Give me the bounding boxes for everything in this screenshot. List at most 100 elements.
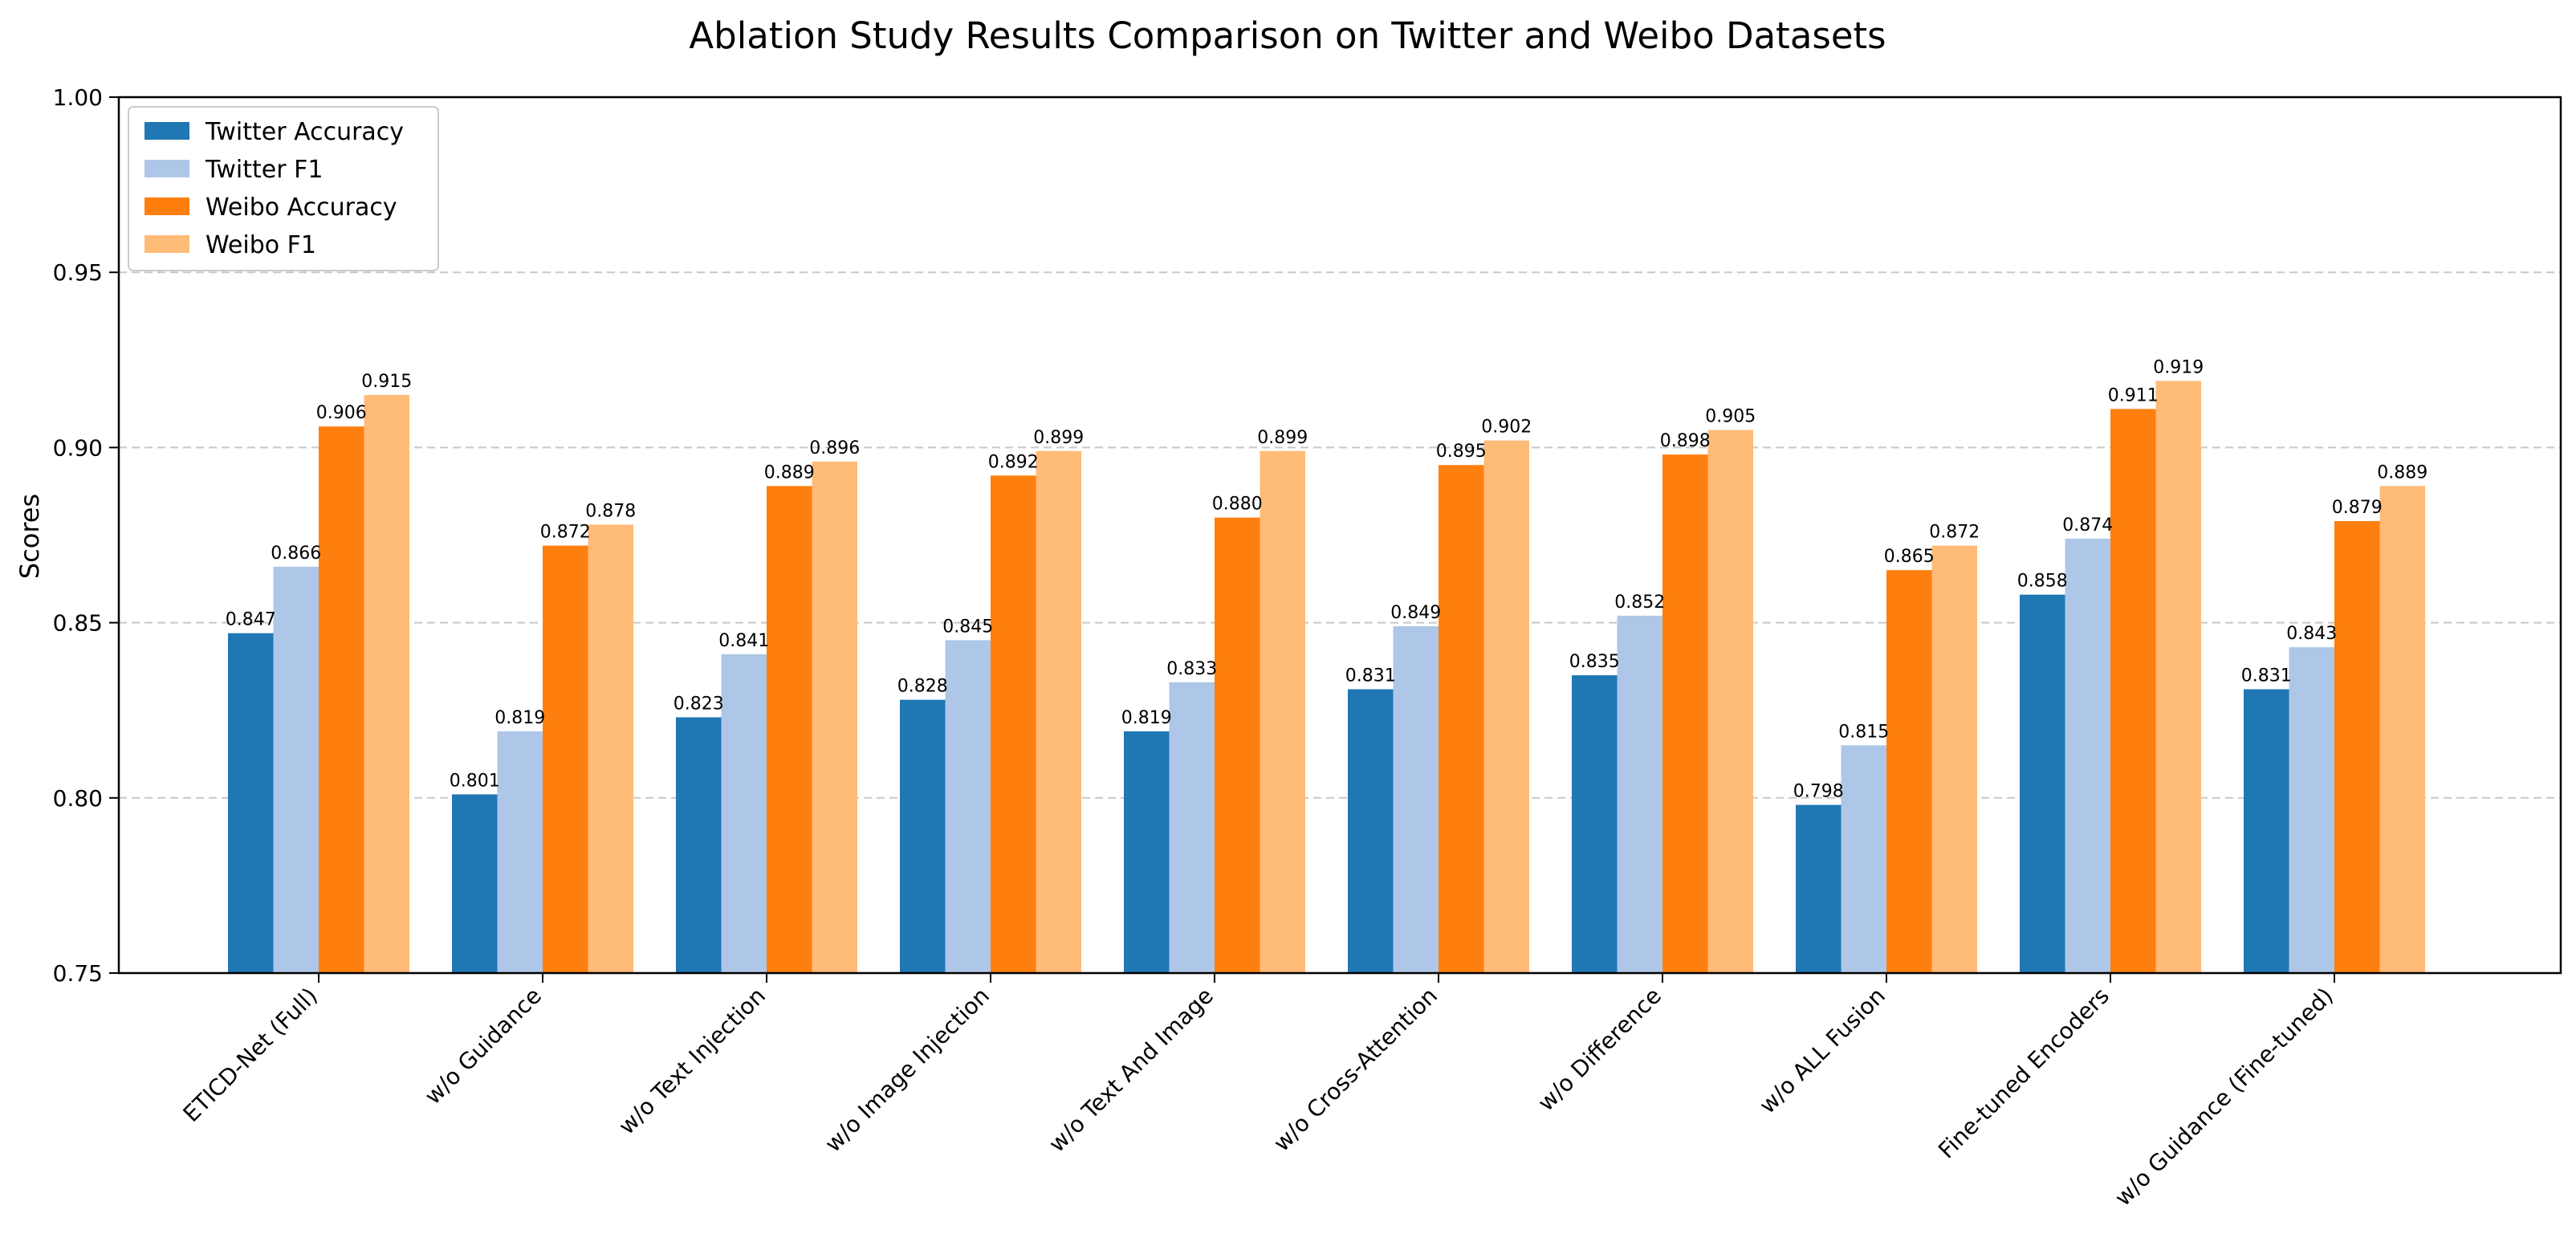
bar-value-label: 0.880 — [1212, 495, 1263, 515]
bar — [2020, 594, 2065, 973]
legend-label: Twitter Accuracy — [205, 118, 404, 146]
bar-value-label: 0.878 — [585, 501, 636, 521]
bar-value-label: 0.852 — [1614, 593, 1665, 613]
bar — [1036, 450, 1081, 973]
bar — [2379, 486, 2425, 973]
bar — [1796, 804, 1841, 973]
chart-title: Ablation Study Results Comparison on Twi… — [689, 14, 1886, 57]
bar-value-label: 0.911 — [2108, 385, 2159, 405]
bar — [1662, 454, 1708, 973]
bar — [588, 524, 633, 973]
bar-value-label: 0.835 — [1569, 652, 1620, 672]
bar — [1393, 625, 1439, 973]
legend-swatch — [144, 198, 189, 215]
bar-value-label: 0.902 — [1481, 417, 1532, 438]
bar — [364, 394, 409, 973]
bar-value-label: 0.831 — [1345, 666, 1396, 686]
bar-value-label: 0.865 — [1884, 547, 1935, 567]
plot-frame — [117, 96, 2562, 975]
bar — [1348, 689, 1394, 973]
bar — [991, 475, 1036, 973]
y-tick-label: 0.80 — [53, 785, 103, 812]
bar-value-label: 0.896 — [809, 438, 860, 458]
bar-value-label: 0.845 — [942, 617, 993, 637]
bar — [2289, 647, 2334, 973]
bar-value-label: 0.849 — [1390, 603, 1441, 623]
bar — [676, 717, 722, 973]
bar-value-label: 0.858 — [2017, 572, 2068, 592]
value-labels: 0.847 0.801 0.823 0.828 0.819 0.831 0.835 0.798… — [226, 357, 2427, 801]
bar-value-label: 0.866 — [271, 544, 321, 564]
bar — [900, 699, 946, 973]
bar — [273, 566, 319, 973]
legend: Twitter Accuracy Twitter F1 Weibo Accuracy… — [128, 106, 439, 271]
bar — [1707, 430, 1753, 973]
bar-value-label: 0.828 — [897, 677, 948, 697]
bar — [452, 794, 498, 973]
y-tick-label: 0.95 — [53, 259, 103, 286]
bar-value-label: 0.819 — [1121, 708, 1172, 728]
bar — [1260, 450, 1305, 973]
y-tick-label: 0.85 — [53, 610, 103, 637]
bar-value-label: 0.798 — [1793, 782, 1844, 802]
bar-value-label: 0.819 — [494, 708, 545, 728]
legend-label: Weibo F1 — [206, 231, 316, 259]
bar — [497, 731, 543, 973]
y-tick-label: 0.75 — [53, 960, 103, 987]
bar — [1215, 517, 1260, 973]
bar-value-label: 0.889 — [764, 462, 815, 483]
bar-value-label: 0.847 — [226, 610, 276, 630]
y-axis-title: Scores — [14, 494, 45, 579]
bar-value-label: 0.895 — [1436, 442, 1487, 462]
y-tick-label: 1.00 — [53, 84, 103, 111]
bar-value-label: 0.841 — [718, 631, 769, 651]
bar — [1483, 440, 1529, 973]
bar — [1617, 615, 1662, 973]
bar-value-label: 0.823 — [674, 694, 724, 714]
bars — [228, 381, 2425, 973]
bar — [945, 640, 991, 973]
bar-value-label: 0.919 — [2153, 357, 2204, 377]
bar-value-label: 0.892 — [988, 452, 1039, 472]
bar — [2334, 521, 2380, 973]
bar — [319, 426, 364, 973]
bar — [2065, 538, 2110, 973]
bar-value-label: 0.801 — [450, 771, 500, 791]
bar-value-label: 0.906 — [316, 403, 367, 423]
bar — [2155, 381, 2201, 973]
bar-value-label: 0.872 — [540, 523, 591, 543]
bar — [1886, 570, 1932, 973]
bar — [2110, 409, 2156, 973]
bar-value-label: 0.879 — [2332, 498, 2383, 518]
legend-box — [128, 106, 439, 271]
bar — [1572, 675, 1618, 973]
bar — [228, 633, 274, 973]
bar — [1841, 745, 1886, 973]
bar — [2244, 689, 2289, 973]
legend-label: Weibo Accuracy — [206, 193, 397, 222]
bar — [1124, 731, 1170, 973]
y-tick-label: 0.90 — [53, 434, 103, 461]
bar — [721, 654, 767, 973]
bar-value-label: 0.899 — [1033, 428, 1084, 448]
legend-swatch — [144, 235, 189, 253]
bar — [1169, 682, 1215, 973]
bar-value-label: 0.833 — [1166, 659, 1217, 679]
bar — [1439, 465, 1484, 973]
bar-value-label: 0.831 — [2241, 666, 2292, 686]
bar — [812, 461, 857, 973]
legend-label: Twitter F1 — [205, 156, 323, 184]
bar — [543, 545, 588, 973]
bar-value-label: 0.815 — [1838, 722, 1889, 742]
bar-value-label: 0.872 — [1929, 523, 1980, 543]
bar-value-label: 0.898 — [1660, 431, 1711, 451]
bar-value-label: 0.899 — [1257, 428, 1308, 448]
bar-value-label: 0.915 — [361, 372, 412, 392]
bar-value-label: 0.843 — [2286, 624, 2337, 644]
legend-swatch — [144, 160, 189, 177]
bar-value-label: 0.874 — [2062, 515, 2113, 536]
bar — [767, 486, 812, 973]
legend-swatch — [144, 122, 189, 140]
